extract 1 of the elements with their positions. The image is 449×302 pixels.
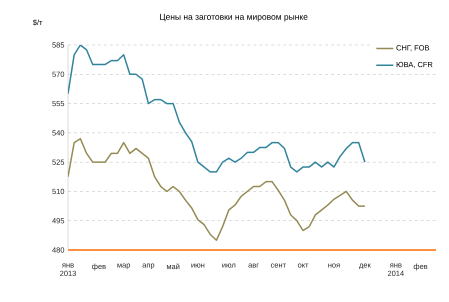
chart-title: Цены на заготовки на мировом рынке (160, 14, 308, 22)
